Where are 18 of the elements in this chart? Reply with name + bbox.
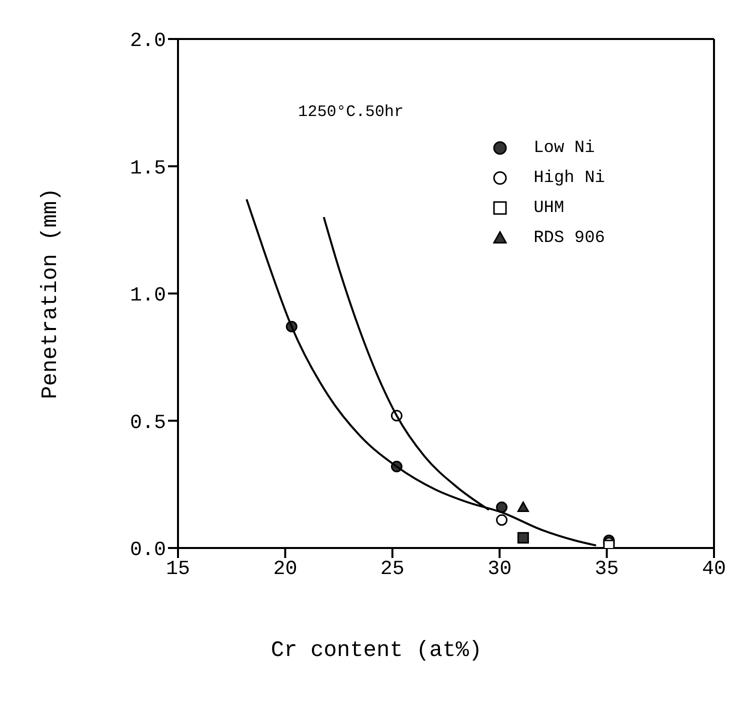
- legend-label: Low Ni: [534, 138, 595, 158]
- x-tick-label: 15: [166, 558, 190, 582]
- x-tick-label: 20: [273, 558, 298, 582]
- y-tick-label: 0.5: [130, 412, 166, 435]
- x-tick-label: 40: [702, 558, 726, 582]
- annotation: 1250°C.50hr: [298, 103, 404, 121]
- x-tick-label: 35: [594, 558, 619, 582]
- y-tick-label: 0.0: [130, 539, 166, 562]
- y-tick-label: 1.5: [130, 157, 166, 180]
- legend-label: RDS 906: [534, 228, 605, 248]
- x-tick-label: 30: [488, 558, 512, 582]
- x-tick-label: 25: [380, 558, 404, 582]
- x-axis-title: Cr content (at%): [270, 638, 484, 663]
- y-tick-label: 2.0: [130, 30, 166, 54]
- y-axis-title: Penetration (mm): [38, 188, 63, 400]
- y-tick-label: 1.0: [130, 284, 166, 308]
- legend-label: High Ni: [534, 168, 605, 188]
- legend-label: UHM: [534, 198, 564, 218]
